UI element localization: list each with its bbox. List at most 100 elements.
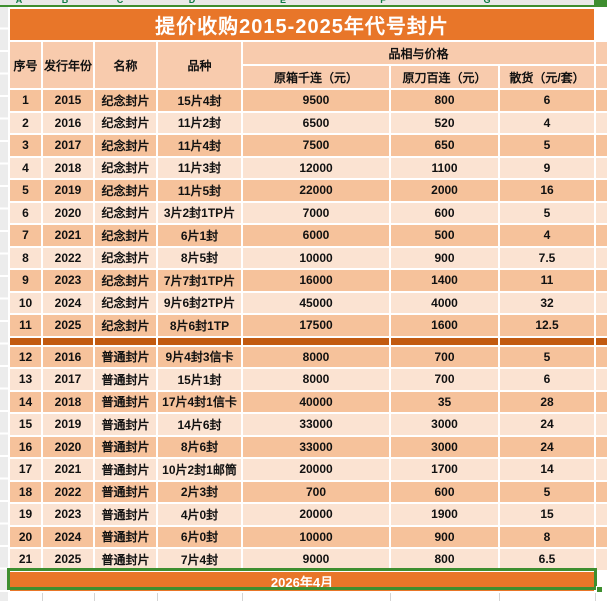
table-cell[interactable]: 普通封片 (93, 547, 158, 572)
table-cell[interactable]: 11片5封 (156, 178, 243, 203)
table-cell[interactable] (497, 335, 597, 347)
table-cell[interactable]: 2016 (41, 110, 95, 135)
table-cell[interactable]: 7 (8, 223, 43, 248)
table-cell[interactable]: 2019 (41, 178, 95, 203)
table-cell[interactable]: 6 (497, 367, 597, 392)
table-cell[interactable] (594, 479, 607, 504)
table-cell[interactable]: 2018 (41, 155, 95, 180)
table-cell[interactable]: 20000 (241, 457, 391, 482)
table-cell[interactable]: 16 (497, 178, 597, 203)
table-cell[interactable]: 11片2封 (156, 110, 243, 135)
table-cell[interactable]: 纪念封片 (93, 268, 158, 293)
table-cell[interactable]: 5 (497, 133, 597, 158)
table-cell[interactable] (390, 591, 500, 601)
table-cell[interactable]: 纪念封片 (93, 110, 158, 135)
table-cell[interactable]: 4片0封 (156, 502, 243, 527)
table-cell[interactable]: 15 (497, 502, 597, 527)
table-cell[interactable] (389, 335, 500, 347)
table-cell[interactable]: 9片6封2TP片 (156, 290, 243, 315)
table-cell[interactable]: 纪念封片 (93, 290, 158, 315)
table-cell[interactable]: 8片5封 (156, 245, 243, 270)
column-letter[interactable]: F (380, 0, 386, 5)
table-cell[interactable]: 3 (8, 133, 43, 158)
table-cell[interactable] (594, 200, 607, 225)
table-cell[interactable] (595, 591, 607, 601)
col-header-name[interactable]: 名称 (93, 40, 158, 90)
table-cell[interactable]: 2024 (41, 524, 95, 549)
table-cell[interactable] (93, 335, 158, 347)
table-cell[interactable]: 普通封片 (93, 434, 158, 459)
table-cell[interactable]: 21 (8, 547, 43, 572)
column-letter[interactable]: E (279, 0, 287, 5)
table-cell[interactable]: 800 (389, 547, 500, 572)
table-cell[interactable]: 9000 (241, 547, 391, 572)
table-cell[interactable]: 14 (8, 389, 43, 414)
table-cell[interactable] (594, 88, 607, 113)
table-cell[interactable]: 12 (8, 344, 43, 369)
table-cell[interactable]: 6 (497, 88, 597, 113)
table-cell[interactable]: 10000 (241, 245, 391, 270)
table-cell[interactable] (594, 412, 607, 437)
table-cell[interactable]: 7片7封1TP片 (156, 268, 243, 293)
table-cell[interactable]: 20 (8, 524, 43, 549)
table-cell[interactable]: 4 (497, 110, 597, 135)
table-cell[interactable]: 45000 (241, 290, 391, 315)
table-cell[interactable]: 2021 (41, 457, 95, 482)
table-cell[interactable]: 8 (497, 524, 597, 549)
table-cell[interactable]: 3000 (389, 412, 500, 437)
table-cell[interactable]: 16 (8, 434, 43, 459)
table-cell[interactable]: 2023 (41, 502, 95, 527)
table-cell[interactable] (594, 367, 607, 392)
table-cell[interactable] (594, 223, 607, 248)
table-cell[interactable]: 18 (8, 479, 43, 504)
table-cell[interactable]: 10片2封1邮筒 (156, 457, 243, 482)
table-cell[interactable] (594, 524, 607, 549)
table-cell[interactable]: 650 (389, 133, 500, 158)
table-cell[interactable]: 8000 (241, 344, 391, 369)
table-cell[interactable]: 6片1封 (156, 223, 243, 248)
table-cell[interactable]: 5 (8, 178, 43, 203)
table-cell[interactable]: 3片2封1TP片 (156, 200, 243, 225)
table-cell[interactable]: 2025 (41, 313, 95, 338)
table-cell[interactable]: 2022 (41, 245, 95, 270)
table-cell[interactable]: 600 (389, 479, 500, 504)
col-header-year[interactable]: 发行年份 (41, 40, 95, 90)
table-cell[interactable]: 20000 (241, 502, 391, 527)
table-cell[interactable]: 11片4封 (156, 133, 243, 158)
table-cell[interactable] (594, 313, 607, 338)
table-cell[interactable]: 12.5 (497, 313, 597, 338)
table-cell[interactable]: 4 (8, 155, 43, 180)
table-cell[interactable]: 1400 (389, 268, 500, 293)
table-cell[interactable]: 2023 (41, 268, 95, 293)
col-header-price3[interactable]: 散货（元/套） (497, 64, 597, 90)
col-header-group[interactable]: 品相与价格 (240, 40, 597, 66)
table-cell[interactable]: 2016 (41, 344, 95, 369)
table-cell[interactable]: 11 (497, 268, 597, 293)
table-cell[interactable]: 2021 (41, 223, 95, 248)
column-letter[interactable]: D (188, 0, 196, 5)
table-cell[interactable] (594, 547, 607, 572)
table-cell[interactable]: 33000 (241, 412, 391, 437)
table-cell[interactable]: 28 (497, 389, 597, 414)
table-cell[interactable]: 9500 (241, 88, 391, 113)
table-cell[interactable]: 6000 (241, 223, 391, 248)
table-cell[interactable] (594, 344, 607, 369)
table-cell[interactable]: 33000 (241, 434, 391, 459)
col-header-variety[interactable]: 品种 (156, 40, 243, 90)
table-cell[interactable]: 纪念封片 (93, 313, 158, 338)
table-cell[interactable]: 15 (8, 412, 43, 437)
table-cell[interactable] (242, 591, 391, 601)
table-cell[interactable]: 6500 (241, 110, 391, 135)
table-cell[interactable] (594, 64, 607, 90)
selected-column-header[interactable] (594, 0, 607, 5)
col-header-seq[interactable]: 序号 (8, 40, 43, 90)
table-cell[interactable]: 纪念封片 (93, 155, 158, 180)
table-cell[interactable]: 16000 (241, 268, 391, 293)
table-cell[interactable]: 纪念封片 (93, 133, 158, 158)
table-cell[interactable]: 500 (389, 223, 500, 248)
table-cell[interactable]: 6 (8, 200, 43, 225)
table-cell[interactable]: 普通封片 (93, 389, 158, 414)
table-cell[interactable]: 9片4封3信卡 (156, 344, 243, 369)
table-cell[interactable]: 10 (8, 290, 43, 315)
table-cell[interactable]: 普通封片 (93, 367, 158, 392)
